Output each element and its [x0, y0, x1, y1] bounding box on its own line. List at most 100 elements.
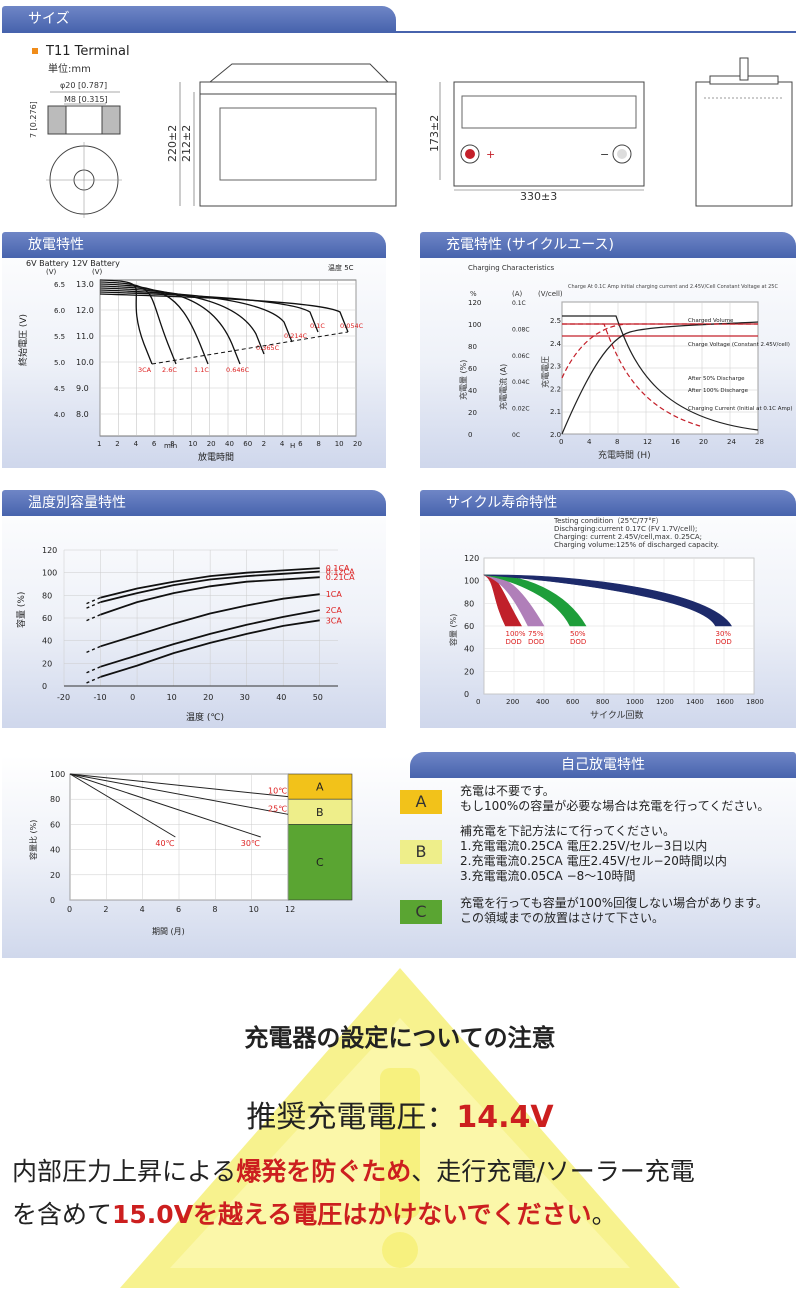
discharge-xtick: 6 [298, 440, 303, 448]
cycle-ylabel: 容量 (%) [448, 614, 458, 646]
recommended-voltage: 推奨充電電圧：14.4V [0, 1092, 800, 1136]
temp-ytick: 60 [42, 614, 52, 623]
discharge-curve [99, 291, 319, 333]
temp-curve [100, 570, 320, 603]
discharge-xtick: 2 [115, 440, 119, 448]
selfdis-ytick: 0 [50, 896, 55, 905]
discharge-curve [99, 293, 349, 333]
charge-50-curve [561, 323, 758, 379]
cycle-ytick: 20 [464, 667, 474, 676]
charge-y2-tick: 0.08C [512, 326, 530, 333]
xunit-min: min [164, 442, 177, 450]
zone-b-text1: 補充電を下記方法にて行ってください。 [460, 824, 676, 838]
battery-end [695, 81, 793, 207]
selfdis-series-label: 30℃ [241, 839, 260, 848]
charge-y3-tick: 2.4 [550, 340, 562, 348]
discharge-xtick: 8 [170, 440, 174, 448]
zone-c-text2: この領域までの放置はさけて下さい。 [460, 911, 665, 925]
discharge-series-label: 3CA [138, 366, 152, 374]
temp-ytick: 20 [42, 659, 52, 668]
temp-curve [100, 576, 320, 616]
width-330-label: 330±3 [520, 190, 557, 203]
charge-y3-tick: 2.1 [550, 408, 561, 416]
temp-curve-dash [86, 666, 101, 674]
terminal-bullet-icon [32, 48, 38, 54]
discharge-y6-tick: 4.0 [54, 411, 65, 419]
caution-title: 充電器の設定についての注意 [244, 1024, 556, 1052]
temperature-panel [2, 490, 386, 728]
temp-xtick: 0 [130, 693, 135, 702]
zone-b-text4: 3.充電電流0.05CA −8〜10時間 [460, 869, 636, 883]
selfdis-xtick: 4 [140, 905, 145, 914]
zone-label: A [316, 781, 324, 794]
temp-series-label: 1CA [326, 590, 343, 599]
charge-y3-tick: 2.3 [550, 363, 561, 371]
temp-curve-dash [86, 613, 101, 622]
zone-b-box: B [400, 840, 442, 864]
zone-b-text2: 1.充電電流0.25CA 電圧2.25V/セル−3日以内 [460, 839, 708, 853]
discharge-xtick: 10 [188, 440, 197, 448]
discharge-xtick: 4 [134, 440, 139, 448]
cycle-ytick: 120 [464, 554, 479, 563]
charge-y3-tick: 2.2 [550, 385, 561, 393]
caution-body: 内部圧力上昇による爆発を防ぐため、走行充電/ソーラー充電 を含めて15.0Vを越… [12, 1150, 798, 1236]
charge-y2-tick: 0C [512, 432, 520, 439]
selfdis-series-label: 25℃ [268, 804, 287, 813]
y1-label: 充電量 (%) [458, 360, 468, 400]
zone-a-text2: もし100%の容量が必要な場合は充電を行ってください。 [460, 799, 770, 813]
discharge-y12-tick: 12.0 [76, 306, 94, 315]
cycle-cond-3: Charging volume:125% of discharged capac… [554, 541, 719, 549]
discharge-series-label: 0.054C [340, 322, 364, 330]
selfdis-ytick: 20 [50, 871, 60, 880]
discharge-xtick: 1 [97, 440, 101, 448]
temp-curve [100, 619, 320, 678]
unit-12v: (V) [92, 268, 103, 276]
caution-l2c: 。 [591, 1200, 617, 1229]
selfdis-xtick: 6 [176, 905, 181, 914]
temp-label: 温度 5C [328, 263, 354, 272]
selfdis-ytick: 40 [50, 846, 60, 855]
zone-label: B [316, 806, 324, 819]
cycle-label-pct: 30% [716, 630, 732, 638]
temp-curve-dash [86, 676, 101, 684]
temp-xtick: 40 [276, 693, 286, 702]
discharge-series-label: 0.1C [310, 322, 325, 330]
zone-c-text1: 充電を行っても容量が100%回復しない場合があります。 [460, 896, 768, 910]
height-173-label: 173±2 [428, 115, 441, 152]
selfdis-ylabel: 容量比 (%) [28, 820, 38, 860]
discharge-curve [99, 285, 241, 365]
temp-xtick: -20 [57, 693, 70, 702]
discharge-series-label: 0.214C [284, 332, 308, 340]
charge-y3-tick: 2.5 [550, 317, 561, 325]
dimension-drawing: T11 Terminal 単位:mm φ20 [0.787] M8 [0.315… [29, 44, 793, 218]
discharge-y6-tick: 5.5 [54, 333, 65, 341]
cycle-xtick: 800 [596, 698, 609, 706]
zone-b-text3: 2.充電電流0.25CA 電圧2.45V/セル−20時間以内 [460, 854, 727, 868]
charge-100-curve [562, 323, 701, 427]
minus-label: − [600, 148, 609, 161]
selfdis-curve [69, 773, 289, 798]
size-underline [2, 31, 796, 33]
discharge-y6-tick: 4.5 [54, 385, 65, 393]
discharge-xtick: 10 [335, 440, 344, 448]
charge-y1-tick: 100 [468, 321, 481, 329]
charge-legend-item: After 100% Discharge [688, 388, 749, 394]
discharge-series-label: 0.365C [256, 344, 280, 352]
discharge-series-label: 1.1C [194, 366, 209, 374]
selfdis-xtick: 8 [212, 905, 217, 914]
temp-series-label: 0.1CA [326, 564, 350, 573]
cycle-xtick: 1200 [656, 698, 674, 706]
cycle-label-dod: DOD [506, 638, 522, 646]
discharge-ylabel: 終始電圧 (V) [17, 314, 29, 366]
temp-ytick: 80 [42, 591, 52, 600]
cycle-cond-0: Testing condition（25℃/77°F） [553, 517, 663, 525]
charge-xtick: 20 [699, 438, 708, 446]
selfdis-curve [69, 773, 289, 815]
charge-y2-tick: 0.02C [512, 406, 530, 413]
charge-note: Charge At 0.1C Amp initial charging curr… [568, 284, 778, 290]
temp-xtick: 10 [167, 693, 177, 702]
y1-unit: % [470, 290, 477, 298]
charge-y1-tick: 120 [468, 299, 481, 307]
cycle-header: サイクル寿命特性 [420, 490, 796, 516]
